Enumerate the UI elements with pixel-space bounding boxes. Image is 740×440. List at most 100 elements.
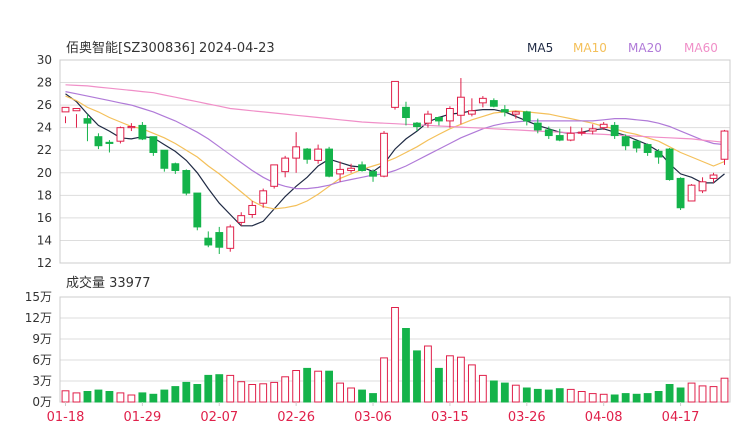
candle [621,134,630,151]
volume-tick-label: 9万 [32,332,52,346]
volume-bar [138,392,147,403]
candle-body-down [489,100,498,107]
date-tick-label: 02-26 [277,410,315,425]
price-tick-label: 26 [37,98,52,112]
candle-body-up [577,131,586,134]
candle [248,200,257,218]
candle-body-up [226,226,235,249]
candle [511,110,520,119]
price-tick-label: 20 [37,166,52,180]
candle [204,231,213,248]
candle-body-up [380,132,388,177]
volume-bar [391,307,399,403]
volume-bar [621,393,630,403]
candle [237,212,246,226]
candle-body-up [456,96,465,116]
volume-bar [687,382,696,403]
candle [138,122,147,141]
candle-body-up [116,127,125,142]
candle [402,101,410,126]
volume-bar [643,393,652,403]
volume-bar [149,393,158,403]
volume-bar [676,387,685,403]
candle-body-down [160,149,169,169]
candle [687,184,696,202]
candle [522,110,531,126]
candle-body-up [336,168,344,175]
candle [665,147,674,181]
volume-bar [533,388,542,403]
volume-bar [226,374,235,403]
candle [369,169,377,182]
candle-body-up [127,126,136,129]
volume-bar [555,388,564,403]
candle [325,146,334,178]
candle-body-down [544,129,553,137]
candle [292,132,301,173]
candle [643,143,652,156]
volume-bar [566,388,575,403]
candle [391,80,399,110]
candle [336,161,344,182]
candle [676,177,685,210]
candle [500,105,509,117]
candle-body-up [270,164,279,187]
candle [226,224,235,252]
volume-bar [171,386,180,403]
date-tick-label: 03-06 [354,410,392,425]
candle [566,126,575,142]
candle [489,98,498,108]
candle-body-down [83,118,92,124]
volume-bar [358,389,366,403]
volume-bar [435,367,443,403]
candle [127,123,136,132]
candle-body-up [72,107,81,112]
candle [435,116,443,126]
volume-bar [303,367,312,403]
candle-body-down [676,177,685,209]
volume-bar [259,383,268,403]
candle-body-down [369,171,377,177]
candle [116,126,125,144]
candlesticks [61,78,729,254]
price-tick-label: 24 [37,121,52,135]
chart-title: 佰奥智能[SZ300836] 2024-04-23 [66,41,275,56]
price-tick-label: 22 [37,143,52,157]
candle-body-down [358,164,366,172]
candle [413,122,421,132]
legend-ma20: MA20 [628,41,662,55]
candle [446,106,454,128]
volume-bar [380,357,388,403]
ma-legend: MA5 MA10 MA20 MA60 [527,41,718,55]
candle [193,192,202,231]
candle-body-down [303,148,312,160]
volume-bar [478,374,487,403]
candle [171,162,180,174]
candle [358,161,366,172]
candle-body-up [478,97,487,104]
volume-bar [522,387,531,403]
volume-tick-label: 12万 [25,311,52,325]
candle-body-up [248,204,257,216]
candle-body-down [533,122,542,131]
volume-bar [215,374,224,403]
candle-body-down [402,106,410,119]
volume-bar [446,355,454,403]
candle-body-up [588,128,597,132]
candle [215,226,224,254]
date-tick-label: 03-15 [431,410,469,425]
candle [478,96,487,108]
volume-bar [182,381,191,403]
volume-bar [665,384,674,403]
candle-body-down [555,135,564,141]
legend-ma60: MA60 [684,41,718,55]
volume-bar [160,389,169,403]
candle-body-up [237,215,246,223]
candle [709,172,718,183]
candle [314,144,323,164]
volume-bar [94,389,103,403]
candle-body-down [621,136,630,147]
candle-body-up [709,174,718,179]
volume-tick-label: 0万 [32,395,52,409]
